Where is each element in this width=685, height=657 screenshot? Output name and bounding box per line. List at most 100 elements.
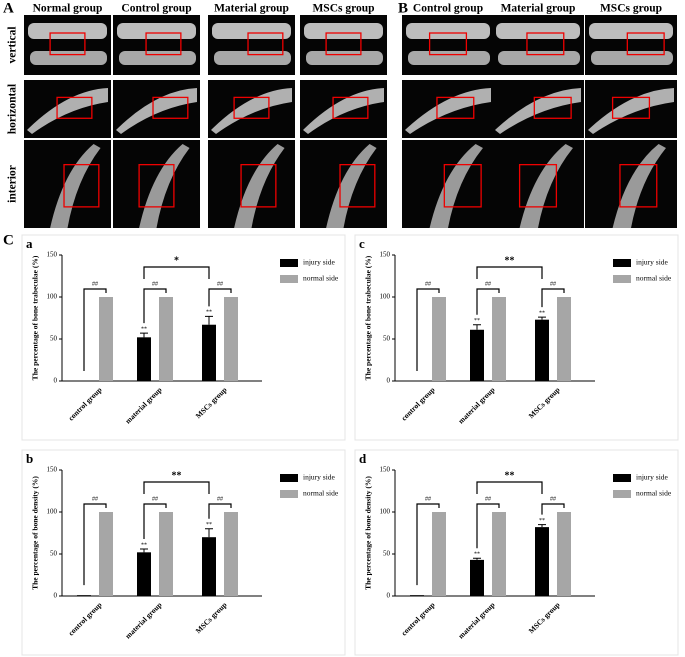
bone [119, 51, 196, 65]
bracket-label: ** [505, 470, 515, 481]
row-label: vertical [7, 26, 19, 63]
bone [211, 88, 292, 134]
panel-letter: d [359, 451, 367, 466]
y-tick-label: 0 [387, 592, 391, 600]
legend-swatch [280, 275, 298, 283]
bar [224, 297, 238, 381]
pair-label: ## [425, 281, 431, 287]
roi-box [49, 32, 86, 56]
y-tick-label: 150 [47, 466, 58, 474]
legend-label: injury side [303, 258, 336, 267]
group-bracket [476, 266, 543, 279]
bar [410, 595, 424, 596]
bone [306, 51, 383, 65]
pair-bracket [143, 503, 167, 539]
legend-label: normal side [303, 489, 339, 498]
bone [405, 88, 491, 134]
column-header: MSCs group [312, 3, 374, 15]
legend-label: injury side [303, 473, 336, 482]
pair-label: ## [550, 281, 556, 287]
significance-label: ** [141, 326, 147, 332]
roi-box [533, 96, 572, 119]
chart-frame [21, 449, 346, 656]
pair-bracket [416, 503, 440, 586]
group-bracket [476, 481, 543, 494]
panel-letter: c [359, 236, 365, 251]
y-tick-label: 0 [387, 377, 391, 385]
bar [492, 297, 506, 381]
chart-frame [21, 234, 346, 441]
bracket-label: ** [172, 470, 182, 481]
bar [202, 537, 216, 596]
bar [470, 559, 484, 596]
pair-label: ## [425, 496, 431, 502]
error-bar [538, 524, 546, 528]
significance-label: ** [474, 552, 480, 558]
chart-frame [354, 234, 679, 441]
significance-label: ** [539, 518, 545, 524]
bar [492, 512, 506, 596]
bone [304, 23, 383, 39]
bar [137, 552, 151, 596]
bone [28, 23, 107, 39]
pair-label: ## [485, 496, 491, 502]
pair-bracket [208, 503, 232, 519]
legend-label: normal side [303, 274, 339, 283]
roi-box [526, 32, 565, 56]
y-axis-label: The percentage of bone density (%) [364, 476, 373, 590]
bone [588, 88, 674, 134]
bracket-label: * [174, 255, 179, 266]
bar [159, 297, 173, 381]
roi-box [233, 96, 270, 119]
y-tick-label: 150 [380, 466, 391, 474]
bar [470, 329, 484, 381]
y-tick-label: 100 [380, 293, 391, 301]
roi-box [626, 32, 665, 56]
bone [591, 51, 673, 65]
bar [202, 324, 216, 381]
y-tick-label: 50 [50, 335, 58, 343]
significance-label: ** [206, 310, 212, 316]
y-tick-label: 50 [383, 335, 391, 343]
y-tick-label: 0 [54, 377, 58, 385]
bone [495, 88, 581, 134]
roi-box [247, 32, 284, 56]
bar [224, 512, 238, 596]
roi-box [611, 96, 651, 119]
y-tick-label: 0 [54, 592, 58, 600]
legend-label: injury side [636, 473, 669, 482]
roi-box [152, 96, 189, 119]
y-axis-label: The percentage of bone trabeculae (%) [31, 255, 40, 380]
pair-bracket [143, 288, 167, 324]
legend-swatch [613, 490, 631, 498]
roi-box [443, 163, 482, 208]
error-bar [473, 557, 481, 560]
legend-label: normal side [636, 274, 672, 283]
y-tick-label: 50 [383, 550, 391, 558]
error-bar [538, 316, 546, 320]
column-header: Normal group [33, 3, 103, 15]
pair-bracket [416, 288, 440, 371]
panel-label: A [3, 0, 14, 16]
legend-swatch [613, 275, 631, 283]
error-bar [205, 528, 213, 538]
y-tick-label: 150 [47, 251, 58, 259]
roi-box [339, 163, 376, 208]
column-header: MSCs group [600, 3, 662, 15]
roi-box [56, 96, 93, 119]
pair-label: ## [152, 281, 158, 287]
bar [557, 512, 571, 596]
y-axis-label: The percentage of bone trabeculae (%) [364, 255, 373, 380]
bar [432, 297, 446, 381]
error-bar [205, 315, 213, 325]
pair-label: ## [152, 496, 158, 502]
bar [99, 512, 113, 596]
significance-label: ** [141, 542, 147, 548]
bone [27, 88, 108, 134]
roi-box [428, 32, 468, 56]
pair-bracket [83, 288, 107, 371]
panel-label: B [398, 0, 408, 16]
roi-box [138, 163, 175, 208]
legend-swatch [613, 259, 631, 267]
